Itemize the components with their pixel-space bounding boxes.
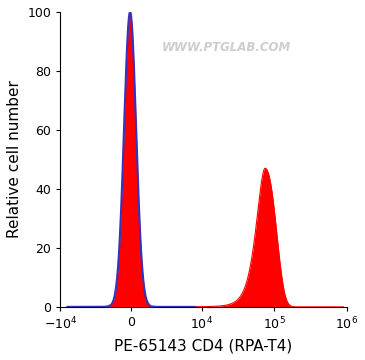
- X-axis label: PE-65143 CD4 (RPA-T4): PE-65143 CD4 (RPA-T4): [114, 338, 293, 353]
- Y-axis label: Relative cell number: Relative cell number: [7, 81, 22, 238]
- Text: WWW.PTGLAB.COM: WWW.PTGLAB.COM: [162, 41, 291, 54]
